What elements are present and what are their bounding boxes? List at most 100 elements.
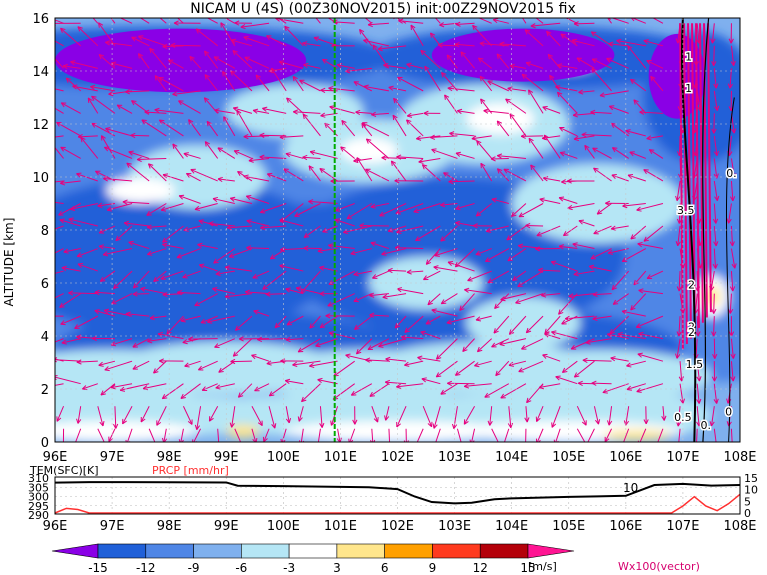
wind-vector: [729, 225, 735, 247]
wind-vector: [507, 248, 527, 262]
wind-vector: [60, 27, 82, 47]
wind-vector: [427, 293, 441, 306]
lower-panel-frame: [54, 476, 741, 515]
wind-vector: [616, 38, 646, 47]
wind-vector: [232, 338, 253, 357]
wind-vector: [711, 293, 717, 314]
wind-vector: [355, 109, 372, 116]
wind-vector: [572, 112, 595, 118]
wind-vector: [472, 18, 492, 24]
wind-vector: [695, 23, 700, 329]
wind-vector: [385, 356, 407, 362]
wind-vector: [244, 56, 270, 69]
wind-vector: [635, 315, 664, 329]
contour-label: 0.: [726, 167, 737, 180]
wind-vector: [230, 38, 253, 47]
wind-vector: [104, 360, 133, 372]
wind-vector: [506, 225, 527, 241]
wind-vector: [172, 90, 201, 97]
wind-vector: [87, 97, 99, 114]
colorbar-label: -6: [235, 561, 247, 575]
wind-vector: [379, 203, 407, 217]
wind-vector: [729, 180, 736, 202]
wind-vector: [178, 100, 201, 114]
wind-vector: [463, 383, 492, 389]
wind-vector: [446, 315, 475, 325]
wind-vector: [491, 428, 499, 442]
wind-vector: [365, 138, 390, 159]
wind-vector: [646, 270, 664, 280]
wind-vector: [208, 405, 219, 422]
wind-vector: [91, 95, 116, 114]
wind-vector: [509, 63, 527, 69]
wind-vector: [146, 224, 167, 230]
contour-label: 0: [725, 406, 732, 419]
wind-vector: [285, 152, 304, 159]
wind-vector: [132, 291, 150, 297]
colorbar-segment: [97, 543, 147, 559]
wind-vector: [730, 428, 733, 442]
wind-vector: [365, 357, 389, 363]
lower-x-tick-label: 107E: [666, 519, 699, 534]
wind-vector: [292, 360, 321, 368]
wind-vector: [447, 85, 475, 92]
wind-vector: [730, 361, 736, 382]
colorbar-label: -9: [188, 561, 200, 575]
wind-vector: [496, 153, 526, 159]
wind-vector: [530, 22, 561, 29]
wind-vector: [336, 63, 355, 69]
wind-vector: [230, 358, 252, 365]
wind-vector: [675, 338, 681, 359]
wind-vector: [421, 377, 441, 385]
wind-vector: [472, 24, 493, 47]
wind-vector: [259, 154, 287, 160]
wind-vector: [182, 406, 193, 425]
wind-vector: [328, 331, 355, 340]
wind-vector: [279, 263, 304, 272]
wind-vector: [61, 338, 81, 345]
wind-vector: [370, 203, 390, 209]
wind-vector: [76, 172, 98, 182]
wind-vector: [315, 338, 338, 348]
contour-label: 1: [685, 82, 692, 95]
wind-vector: [623, 428, 630, 442]
wind-vector: [369, 312, 389, 318]
wind-vector: [387, 267, 407, 274]
wind-vector: [159, 18, 167, 24]
wind-vector: [359, 28, 373, 47]
wind-vector: [551, 406, 561, 428]
wind-vector: [542, 353, 561, 362]
wind-vector: [627, 174, 646, 182]
wind-vector: [727, 68, 733, 89]
wind-vector: [114, 18, 133, 24]
wind-vector: [76, 406, 82, 424]
lower-x-tick-label: 106E: [609, 519, 642, 534]
wind-vector: [110, 18, 116, 24]
wind-vector: [643, 169, 664, 182]
lower-x-tick-label: 100E: [267, 519, 300, 534]
wind-vector: [213, 56, 236, 69]
wind-vector: [505, 98, 527, 114]
wind-vector: [422, 406, 433, 428]
wind-vector: [172, 143, 184, 159]
wind-vector: [55, 383, 64, 386]
wind-vector: [62, 63, 81, 70]
wind-vector: [173, 20, 201, 26]
contour-line: [725, 97, 735, 442]
wind-vector: [730, 248, 737, 269]
wind-vector: [302, 154, 321, 161]
wind-vector: [206, 120, 219, 137]
wind-vector: [81, 383, 98, 391]
contour-line: [681, 18, 697, 442]
wind-vector: [367, 21, 389, 28]
wind-vector: [499, 41, 526, 47]
x-tick-label: 108E: [723, 450, 756, 465]
wind-vector: [558, 293, 578, 315]
wind-vector: [637, 352, 664, 362]
wind-vector: [280, 428, 287, 442]
wind-vector: [110, 338, 133, 347]
wind-vector: [91, 335, 115, 342]
wind-vector: [285, 406, 292, 424]
wind-vector: [578, 219, 595, 227]
wind-vector: [350, 248, 372, 256]
